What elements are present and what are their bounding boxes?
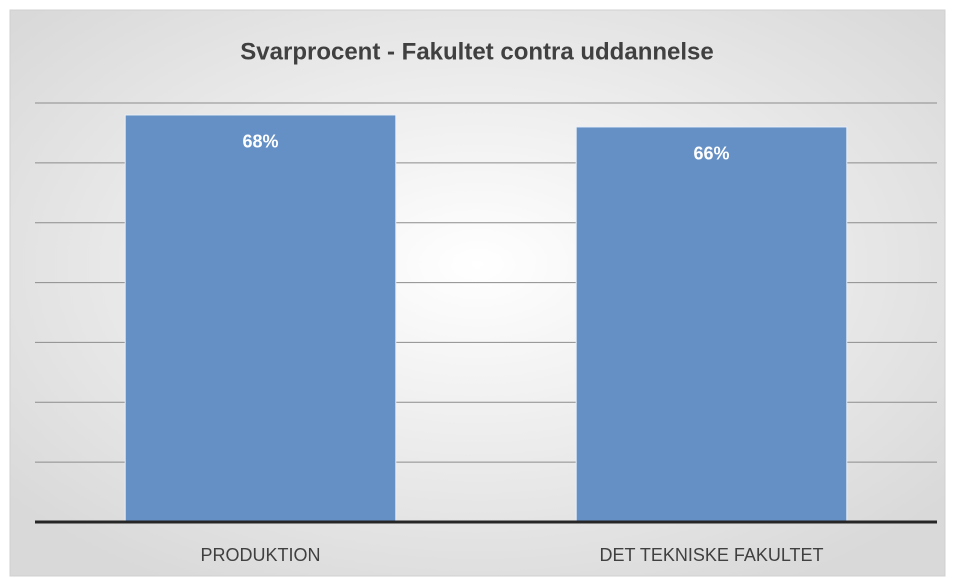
bar	[575, 126, 848, 523]
x-tick-label: DET TEKNISKE FAKULTET	[599, 545, 823, 565]
x-tick-label: PRODUKTION	[200, 545, 320, 565]
data-label: 66%	[693, 144, 729, 164]
data-label: 68%	[242, 132, 278, 152]
chart-title: Svarprocent - Fakultet contra uddannelse	[240, 38, 713, 65]
bar	[124, 114, 397, 523]
